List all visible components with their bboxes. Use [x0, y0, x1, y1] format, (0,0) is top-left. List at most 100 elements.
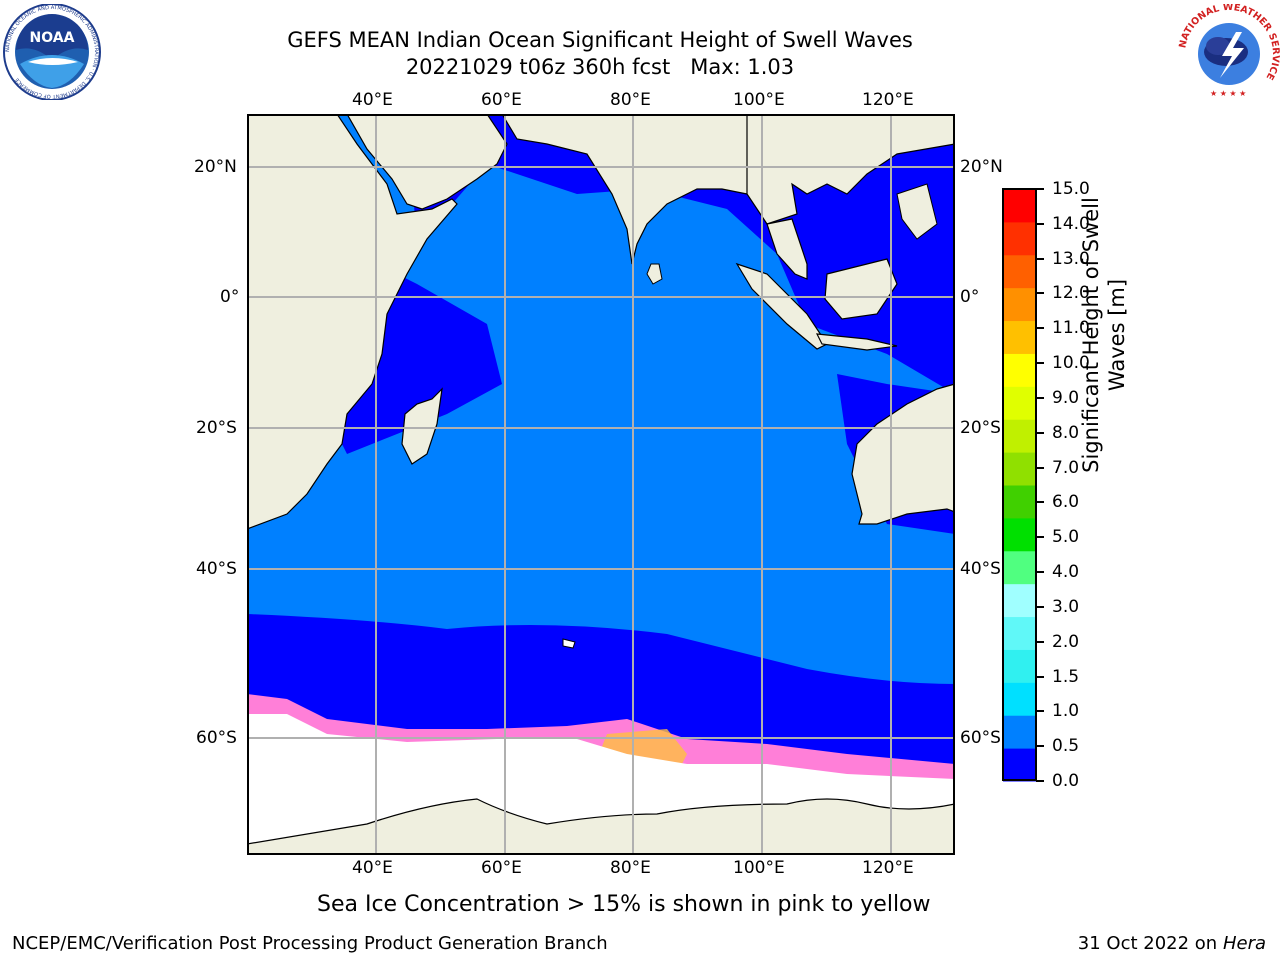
land-sri-lanka — [646, 263, 663, 285]
map — [247, 114, 955, 855]
land-islands — [896, 183, 938, 240]
footer-machine: Hera — [1222, 933, 1266, 954]
land-borneo — [824, 258, 898, 320]
colorbar-tick-mark — [1036, 222, 1044, 225]
colorbar-title: Significant Height of Swell Waves [m] — [1079, 197, 1129, 473]
colorbar-segment — [1003, 287, 1036, 322]
nws-logo: NATIONAL WEATHER SERVICE ★ ★ ★ ★ — [1178, 4, 1280, 100]
colorbar-tick-label: 1.0 — [1052, 701, 1080, 722]
colorbar-tick-label: 5.0 — [1052, 527, 1080, 548]
lon-label-bottom-60e: 60°E — [481, 858, 522, 878]
lat-label-right-0: 0° — [960, 287, 980, 307]
land-arabia — [346, 114, 508, 210]
colorbar-segment — [1003, 254, 1036, 289]
colorbar-tick-label: 7.0 — [1052, 457, 1080, 478]
colorbar-tick-mark — [1036, 780, 1044, 782]
noaa-logo-text: NOAA — [30, 30, 75, 46]
land-malay — [766, 218, 808, 280]
land-kerguelen — [562, 638, 576, 649]
colorbar-segment — [1003, 419, 1036, 453]
colorbar-segment — [1003, 682, 1036, 716]
colorbar-segment — [1003, 353, 1036, 387]
colorbar-tick-label: 6.0 — [1052, 492, 1080, 513]
lat-label-left-20n: 20°N — [194, 157, 237, 177]
colorbar-tick-label: 2.0 — [1052, 631, 1080, 652]
colorbar-tick-label: 12.0 — [1052, 283, 1090, 304]
lon-label-bottom-100e: 100°E — [733, 858, 785, 878]
colorbar-segment — [1003, 583, 1036, 618]
lat-label-right-20n: 20°N — [960, 157, 1003, 177]
colorbar-tick-mark — [1036, 396, 1044, 399]
lon-label-bottom-40e: 40°E — [352, 858, 393, 878]
land-madagascar — [401, 387, 443, 465]
colorbar-segment — [1003, 320, 1036, 354]
colorbar-segment — [1003, 485, 1036, 519]
colorbar-tick-mark — [1036, 536, 1044, 539]
footer-left: NCEP/EMC/Verification Post Processing Pr… — [12, 933, 608, 954]
land-java — [815, 333, 898, 351]
colorbar-segment — [1003, 221, 1036, 256]
colorbar — [1002, 188, 1037, 782]
colorbar-tick-label: 0.5 — [1052, 736, 1080, 757]
lat-label-left-20s: 20°S — [196, 418, 237, 438]
colorbar-tick-label: 9.0 — [1052, 387, 1080, 408]
colorbar-tick-mark — [1036, 745, 1044, 748]
colorbar-segment — [1003, 748, 1036, 782]
colorbar-tick-label: 1.5 — [1052, 666, 1080, 687]
colorbar-tick-label: 15.0 — [1052, 179, 1090, 199]
lon-label-bottom-120e: 120°E — [862, 858, 914, 878]
noaa-logo: NOAA NATIONAL OCEANIC AND ATMOSPHERIC AD… — [3, 4, 101, 100]
colorbar-tick-mark — [1036, 327, 1044, 330]
colorbar-segment — [1003, 517, 1036, 552]
colorbar-tick-mark — [1036, 710, 1044, 713]
colorbar-tick-label: 13.0 — [1052, 248, 1090, 269]
lon-label-top-60e: 60°E — [481, 90, 522, 110]
footer-right: 31 Oct 2022 on Hera — [1077, 933, 1266, 954]
land-antarctica — [247, 798, 955, 855]
colorbar-tick-mark — [1036, 501, 1044, 504]
colorbar-tick-mark — [1036, 257, 1044, 260]
chart-title-line1: GEFS MEAN Indian Ocean Significant Heigh… — [287, 28, 913, 52]
colorbar-segment — [1003, 550, 1036, 585]
land-india — [501, 114, 768, 265]
colorbar-segment — [1003, 715, 1036, 749]
colorbar-tick-label: 3.0 — [1052, 596, 1080, 617]
land-sumatra — [735, 262, 828, 350]
colorbar-tick-mark — [1036, 605, 1044, 608]
colorbar-segment — [1003, 649, 1036, 683]
lat-label-right-60s: 60°S — [960, 728, 1001, 748]
colorbar-segment — [1003, 452, 1036, 486]
lat-label-left-40s: 40°S — [196, 559, 237, 579]
lon-label-top-40e: 40°E — [352, 90, 393, 110]
colorbar-tick-label: 0.0 — [1052, 771, 1080, 791]
lon-label-bottom-80e: 80°E — [610, 858, 651, 878]
colorbar-tick-label: 10.0 — [1052, 353, 1090, 374]
sea-ice-note: Sea Ice Concentration > 15% is shown in … — [317, 892, 931, 917]
gridlines — [247, 114, 955, 855]
land-africa — [247, 114, 458, 530]
lon-label-top-80e: 80°E — [610, 90, 651, 110]
lat-label-left-0: 0° — [220, 287, 240, 307]
colorbar-segment — [1003, 386, 1036, 420]
colorbar-tick-mark — [1036, 640, 1044, 643]
lat-label-right-40s: 40°S — [960, 559, 1001, 579]
colorbar-tick-label: 4.0 — [1052, 562, 1080, 583]
colorbar-tick-label: 14.0 — [1052, 213, 1090, 234]
chart-title-line2: 20221029 t06z 360h fcst Max: 1.03 — [405, 55, 795, 79]
lon-label-top-120e: 120°E — [862, 90, 914, 110]
colorbar-tick-label: 11.0 — [1052, 318, 1090, 339]
lat-label-right-20s: 20°S — [960, 418, 1001, 438]
colorbar-tick-mark — [1036, 466, 1044, 469]
colorbar-tick-mark — [1036, 362, 1044, 365]
colorbar-tick-label: 8.0 — [1052, 422, 1080, 443]
colorbar-segment — [1003, 616, 1036, 650]
lat-label-left-60s: 60°S — [196, 728, 237, 748]
colorbar-tick-mark — [1036, 571, 1044, 574]
colorbar-tick-mark — [1036, 188, 1044, 190]
lon-label-top-100e: 100°E — [733, 90, 785, 110]
land-australia — [851, 383, 955, 525]
colorbar-tick-mark — [1036, 431, 1044, 434]
colorbar-tick-mark — [1036, 292, 1044, 295]
colorbar-segment — [1003, 189, 1036, 223]
svg-text:★ ★ ★ ★: ★ ★ ★ ★ — [1210, 89, 1246, 98]
